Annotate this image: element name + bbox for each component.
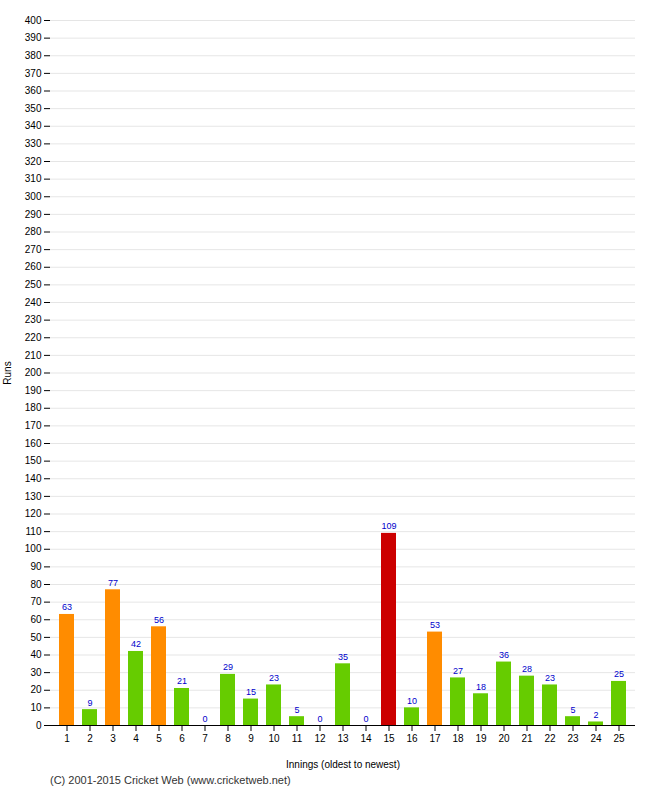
svg-text:14: 14	[360, 733, 372, 744]
svg-text:30: 30	[30, 667, 42, 678]
svg-text:9: 9	[248, 733, 254, 744]
svg-text:150: 150	[25, 455, 42, 466]
svg-text:11: 11	[292, 733, 303, 744]
svg-text:370: 370	[25, 68, 42, 79]
svg-text:100: 100	[25, 543, 42, 554]
svg-text:220: 220	[25, 332, 42, 343]
svg-text:22: 22	[544, 733, 556, 744]
svg-text:300: 300	[25, 191, 42, 202]
svg-text:9: 9	[87, 698, 92, 708]
svg-text:160: 160	[25, 438, 42, 449]
svg-text:380: 380	[25, 50, 42, 61]
svg-text:20: 20	[30, 684, 42, 695]
svg-text:23: 23	[269, 673, 279, 683]
svg-text:24: 24	[590, 733, 602, 744]
svg-text:350: 350	[25, 103, 42, 114]
svg-text:63: 63	[62, 602, 72, 612]
svg-text:1: 1	[64, 733, 70, 744]
svg-text:77: 77	[108, 578, 118, 588]
svg-text:210: 210	[25, 350, 42, 361]
svg-text:15: 15	[246, 687, 256, 697]
html-text:(C) 2001-2015 Cricket Web (www: (C) 2001-2015 Cricket Web (www.cricketwe…	[50, 774, 291, 786]
svg-text:21: 21	[177, 676, 187, 686]
svg-text:2: 2	[87, 733, 93, 744]
svg-text:40: 40	[30, 649, 42, 660]
svg-text:280: 280	[25, 226, 42, 237]
svg-text:18: 18	[476, 682, 486, 692]
svg-text:400: 400	[25, 15, 42, 26]
svg-text:140: 140	[25, 473, 42, 484]
svg-text:260: 260	[25, 261, 42, 272]
svg-text:Innings (oldest to newest): Innings (oldest to newest)	[286, 759, 400, 770]
svg-text:7: 7	[202, 733, 208, 744]
svg-text:5: 5	[294, 705, 299, 715]
svg-text:6: 6	[179, 733, 185, 744]
svg-text:29: 29	[223, 662, 233, 672]
svg-text:35: 35	[338, 652, 348, 662]
svg-text:0: 0	[202, 714, 207, 724]
svg-text:20: 20	[498, 733, 510, 744]
svg-text:2: 2	[593, 710, 598, 720]
svg-text:25: 25	[614, 669, 624, 679]
svg-text:340: 340	[25, 120, 42, 131]
svg-text:180: 180	[25, 402, 42, 413]
svg-text:130: 130	[25, 491, 42, 502]
svg-text:Runs: Runs	[2, 361, 13, 384]
svg-text:170: 170	[25, 420, 42, 431]
svg-text:240: 240	[25, 297, 42, 308]
svg-text:0: 0	[317, 714, 322, 724]
svg-text:0: 0	[363, 714, 368, 724]
svg-text:12: 12	[314, 733, 326, 744]
svg-text:190: 190	[25, 385, 42, 396]
svg-text:28: 28	[522, 664, 532, 674]
svg-text:17: 17	[429, 733, 441, 744]
svg-text:390: 390	[25, 32, 42, 43]
svg-text:5: 5	[570, 705, 575, 715]
svg-text:0: 0	[36, 720, 42, 731]
svg-text:25: 25	[613, 733, 625, 744]
svg-text:42: 42	[131, 639, 141, 649]
svg-text:23: 23	[545, 673, 555, 683]
svg-text:3: 3	[110, 733, 116, 744]
svg-text:360: 360	[25, 85, 42, 96]
svg-text:56: 56	[154, 615, 164, 625]
svg-text:290: 290	[25, 209, 42, 220]
svg-text:10: 10	[30, 702, 42, 713]
svg-text:200: 200	[25, 367, 42, 378]
svg-text:13: 13	[337, 733, 349, 744]
svg-text:36: 36	[499, 650, 509, 660]
svg-text:15: 15	[383, 733, 395, 744]
svg-text:5: 5	[156, 733, 162, 744]
svg-text:10: 10	[407, 696, 417, 706]
svg-text:270: 270	[25, 244, 42, 255]
svg-text:110: 110	[26, 526, 42, 537]
svg-text:320: 320	[25, 156, 42, 167]
svg-text:120: 120	[25, 508, 42, 519]
svg-text:8: 8	[225, 733, 231, 744]
svg-text:109: 109	[381, 521, 396, 531]
svg-text:50: 50	[30, 632, 42, 643]
svg-text:23: 23	[567, 733, 579, 744]
svg-text:53: 53	[430, 620, 440, 630]
svg-text:21: 21	[521, 733, 533, 744]
svg-text:18: 18	[452, 733, 464, 744]
svg-text:90: 90	[30, 561, 42, 572]
svg-text:19: 19	[475, 733, 487, 744]
svg-text:310: 310	[25, 173, 42, 184]
svg-text:16: 16	[406, 733, 418, 744]
svg-text:250: 250	[25, 279, 42, 290]
svg-text:27: 27	[453, 666, 463, 676]
svg-text:4: 4	[133, 733, 139, 744]
svg-text:330: 330	[25, 138, 42, 149]
svg-text:70: 70	[30, 596, 42, 607]
svg-text:10: 10	[268, 733, 280, 744]
svg-text:80: 80	[30, 579, 42, 590]
svg-text:230: 230	[25, 314, 42, 325]
svg-text:60: 60	[30, 614, 42, 625]
